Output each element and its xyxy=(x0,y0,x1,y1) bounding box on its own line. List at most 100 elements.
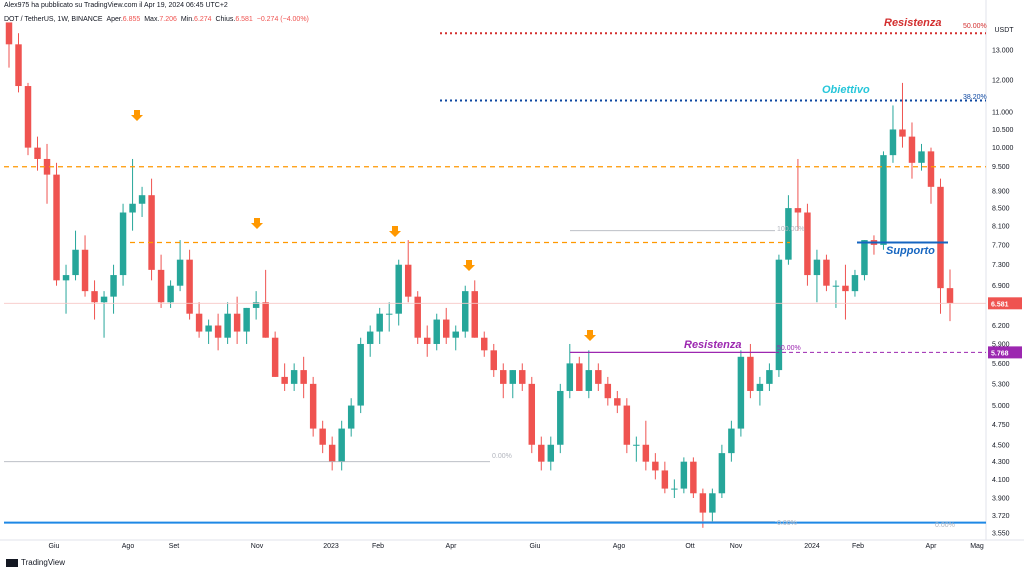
candle-body xyxy=(766,370,773,384)
candle-body xyxy=(91,291,98,303)
candle-body xyxy=(842,285,849,292)
candle-body xyxy=(385,313,393,315)
candle-body xyxy=(205,325,212,332)
candle-body xyxy=(813,259,821,276)
y-tick-label: 8.500 xyxy=(992,206,1010,213)
candle-body xyxy=(338,428,345,462)
candle-body xyxy=(614,398,621,406)
symbol-name[interactable]: DOT / TetherUS, 1W, BINANCE xyxy=(4,16,103,23)
candle-body xyxy=(747,356,754,391)
tradingview-logo[interactable]: TradingView xyxy=(6,558,65,567)
candle-body xyxy=(728,428,735,454)
candle-body xyxy=(138,195,146,204)
candle-body xyxy=(937,186,944,289)
target-annotation: Obiettivo xyxy=(822,84,870,96)
y-tick-label: 7.700 xyxy=(992,242,1010,249)
candle-body xyxy=(53,174,60,281)
candle-body xyxy=(946,288,954,304)
candle-body xyxy=(927,151,935,187)
candle-body xyxy=(376,313,383,332)
candle-body xyxy=(576,363,583,391)
change-value: −0.274 (−4.00%) xyxy=(256,16,309,23)
candle-body xyxy=(880,155,887,245)
fib-100-label: 100.00% xyxy=(777,226,805,233)
y-tick-label: 6.900 xyxy=(992,283,1010,290)
candle-body xyxy=(851,275,859,292)
y-tick-label: 13.000 xyxy=(992,48,1014,55)
candle-body xyxy=(395,264,402,314)
candle-body xyxy=(509,370,516,384)
candle-body xyxy=(414,296,421,338)
candle-body xyxy=(481,337,488,351)
fib-0-label: 0.00% xyxy=(777,520,797,527)
candle-body xyxy=(119,212,127,276)
last-price-badge xyxy=(988,297,1022,310)
candle-body xyxy=(224,313,231,338)
candle-body xyxy=(271,337,279,377)
candle-body xyxy=(661,470,669,489)
candle-body xyxy=(680,461,688,489)
candle-body xyxy=(585,370,593,391)
y-tick-label: 3.550 xyxy=(992,531,1010,538)
candle-body xyxy=(861,240,868,276)
candle-body xyxy=(157,269,165,303)
y-tick-label: 4.100 xyxy=(992,477,1010,484)
candle-body xyxy=(642,444,650,462)
candle-body xyxy=(328,444,336,462)
candle-body xyxy=(528,383,536,445)
candle-body xyxy=(490,350,497,371)
candle-body xyxy=(366,331,374,344)
candle-body xyxy=(423,337,431,344)
candle-body xyxy=(633,444,640,446)
candle-body xyxy=(832,285,840,287)
y-tick-label: 5.900 xyxy=(992,341,1010,348)
candle-body xyxy=(309,383,317,429)
candle-body xyxy=(176,259,184,286)
x-tick-label: Nov xyxy=(251,543,264,550)
candle-body xyxy=(300,370,307,384)
y-tick-label: 10.500 xyxy=(992,127,1014,134)
y-tick-label: 11.000 xyxy=(992,110,1013,117)
author-line: Alex975 ha pubblicato su TradingView.com… xyxy=(4,2,228,9)
candle-body xyxy=(233,313,241,332)
candle-body xyxy=(595,370,602,384)
candle-body xyxy=(671,488,678,490)
candle-body xyxy=(195,313,203,332)
candle-body xyxy=(547,444,555,462)
resistance-mid-annotation: Resistenza xyxy=(684,339,741,351)
open-key: Aper. xyxy=(106,16,123,23)
price-chart[interactable]: USDT 3.550 3.720 3.900 4.100 4.300 4.500 4.750 5… xyxy=(0,0,1024,553)
y-tick-label: 7.300 xyxy=(992,262,1010,269)
y-tick-label: 4.300 xyxy=(992,459,1010,466)
low-value: 6.274 xyxy=(194,16,212,23)
candle-body xyxy=(823,259,830,286)
candle-body xyxy=(452,331,459,338)
y-tick-label: 5.300 xyxy=(992,381,1010,388)
close-key: Chius. xyxy=(215,16,236,23)
support-price-badge xyxy=(988,346,1022,359)
x-tick-label: Nov xyxy=(730,543,743,550)
high-key: Max. xyxy=(144,16,160,23)
candle-body xyxy=(566,363,574,391)
candle-body xyxy=(908,136,916,163)
candle-body xyxy=(5,22,13,45)
y-tick-label: 8.100 xyxy=(992,224,1010,231)
y-tick-label: 3.720 xyxy=(992,513,1010,520)
candle-body xyxy=(43,158,51,175)
candle-body xyxy=(623,405,631,445)
candle-body xyxy=(690,461,697,494)
fib-0-label: 0.00% xyxy=(492,453,512,460)
candle-body xyxy=(62,275,70,281)
candle-body xyxy=(500,370,507,384)
candle-body xyxy=(72,249,79,276)
x-tick-label: Feb xyxy=(852,543,864,550)
candle-body xyxy=(709,493,716,513)
candle-body xyxy=(718,453,726,494)
candle-body xyxy=(443,319,450,338)
candle-body xyxy=(404,264,412,297)
candle-body xyxy=(433,319,440,344)
y-tick-label: 12.000 xyxy=(992,77,1014,84)
candle-body xyxy=(652,461,659,471)
x-tick-label: Set xyxy=(169,543,180,550)
candle-body xyxy=(214,325,222,338)
